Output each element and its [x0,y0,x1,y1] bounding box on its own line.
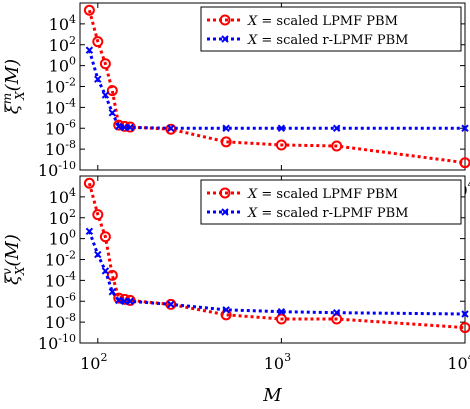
chart-panel-1: 10-1010-810-610-410-2100102104102103104X… [0,2,470,200]
x-tick-label: 103 [264,351,291,373]
data-point [92,209,104,221]
data-point [220,136,232,148]
y-tick-label: 10-8 [45,311,76,332]
data-point [115,296,123,305]
legend-box [200,179,462,225]
y-tick-label: 10-8 [45,138,76,159]
chart-panel-2: 10-1010-810-610-410-2100102104102103104X… [0,175,470,406]
y-tick-label: 102 [49,34,76,55]
data-point [461,310,469,318]
data-point [222,124,230,132]
data-point [106,269,118,281]
data-point [277,307,286,316]
y-tick-label: 10-2 [45,249,76,270]
data-point [83,4,95,16]
data-point [332,124,341,132]
data-point [92,36,104,48]
data-point [277,124,286,132]
data-point [108,109,117,117]
data-point [99,58,111,70]
data-point [106,85,118,97]
data-point [85,227,94,236]
data-point [94,250,102,259]
data-point [94,75,102,83]
x-tick-label: 104 [447,351,470,373]
y-tick-label: 10-4 [45,269,76,290]
y-axis-label: ξvX(M) [0,234,27,285]
data-point [222,306,230,314]
y-tick-label: 10-4 [45,96,76,117]
legend-label: X = scaled r-LPMF PBM [247,206,409,221]
y-axis-label: ξmX(M) [0,59,27,114]
series-line-2 [87,230,466,316]
data-point [108,288,117,296]
y-tick-label: 10-6 [45,117,76,138]
legend-swatch-marker [219,14,231,26]
legend: X = scaled LPMF PBM X = scaled r-LPMF PBM [200,6,462,52]
data-point [115,122,123,131]
data-point [275,313,287,325]
data-point [275,139,287,151]
legend-swatch-marker [221,35,229,43]
data-point [101,267,110,275]
data-point [167,300,175,309]
legend-label: X = scaled r-LPMF PBM [247,33,409,48]
y-tick-label: 104 [49,13,76,34]
y-tick-label: 102 [49,207,76,228]
data-point [120,123,129,132]
data-point [99,231,111,243]
legend-label: X = scaled LPMF PBM [247,14,398,29]
y-tick-label: 10-6 [45,290,76,311]
legend-box [200,6,462,52]
data-point [331,313,343,325]
x-tick-label: 102 [80,351,107,373]
legend-swatch-marker [219,187,231,199]
y-tick-label: 10-10 [38,332,76,353]
data-point [101,91,110,99]
data-point [83,177,95,189]
legend-label: X = scaled LPMF PBM [247,187,398,202]
data-point [331,140,343,152]
data-point [167,124,175,132]
data-point [332,308,341,317]
data-point [126,123,134,132]
y-tick-label: 10-2 [45,76,76,97]
legend-swatch-marker [221,208,229,216]
y-tick-label: 100 [49,55,76,76]
y-tick-label: 100 [49,228,76,249]
y-tick-label: 10-10 [38,159,76,180]
data-point [85,46,94,54]
data-point [126,297,134,305]
y-tick-label: 104 [49,186,76,207]
data-point [461,124,469,132]
x-axis-label: M [262,385,282,406]
legend: X = scaled LPMF PBM X = scaled r-LPMF PBM [200,179,462,225]
data-point [113,292,125,304]
data-point [120,297,129,305]
